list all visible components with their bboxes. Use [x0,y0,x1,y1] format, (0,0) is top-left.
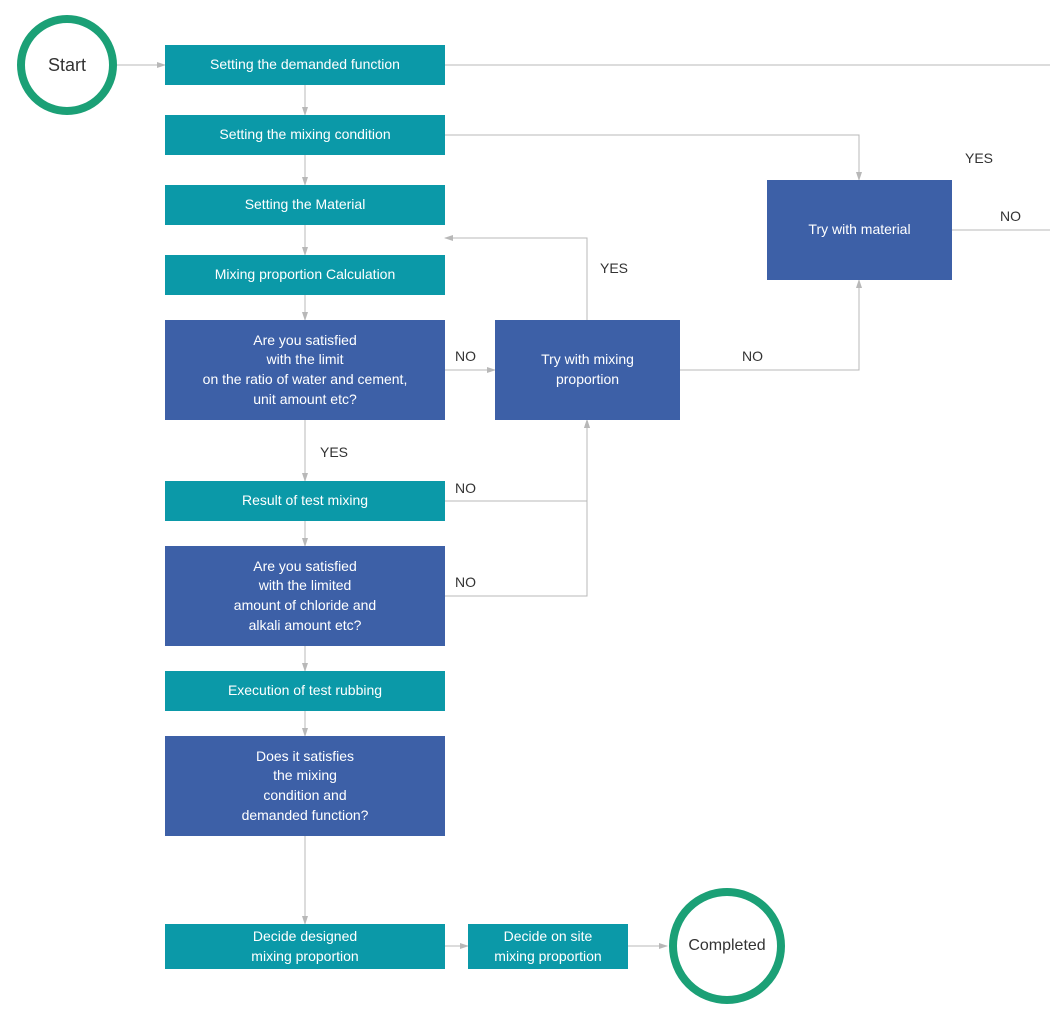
node-n5: Are you satisfied with the limit on the … [165,320,445,420]
node-n11: Decide on site mixing proportion [468,924,628,969]
edge-16 [680,280,859,370]
edge-label-20: NO [1000,208,1021,224]
node-n7: Are you satisfied with the limited amoun… [165,546,445,646]
node-n3: Setting the Material [165,185,445,225]
edge-label-19: YES [965,150,993,166]
node-n3-label: Setting the Material [245,195,366,215]
edge-15 [445,238,587,320]
node-n4: Mixing proportion Calculation [165,255,445,295]
node-n9-label: Does it satisfies the mixing condition a… [242,747,369,825]
start-terminal: Start [17,15,117,115]
node-n2: Setting the mixing condition [165,115,445,155]
node-n7-label: Are you satisfied with the limited amoun… [234,557,376,635]
edge-label-15: YES [600,260,628,276]
node-nMix-label: Try with mixing proportion [541,350,634,389]
completed-label: Completed [688,937,765,955]
node-n11-label: Decide on site mixing proportion [494,927,601,966]
node-n8-label: Execution of test rubbing [228,681,382,701]
node-n4-label: Mixing proportion Calculation [215,265,396,285]
completed-terminal: Completed [669,888,785,1004]
node-nMat-label: Try with material [808,220,910,240]
edge-label-16: NO [742,348,763,364]
node-n6: Result of test mixing [165,481,445,521]
node-n10-label: Decide designed mixing proportion [251,927,358,966]
node-n9: Does it satisfies the mixing condition a… [165,736,445,836]
node-n1: Setting the demanded function [165,45,445,85]
edge-14 [445,420,587,596]
node-n8: Execution of test rubbing [165,671,445,711]
flowchart-connectors [0,0,1052,1022]
node-n10: Decide designed mixing proportion [165,924,445,969]
node-n6-label: Result of test mixing [242,491,368,511]
node-nMix: Try with mixing proportion [495,320,680,420]
edge-18 [445,135,859,180]
edge-label-13: NO [455,480,476,496]
edge-label-12: NO [455,348,476,364]
node-n2-label: Setting the mixing condition [219,125,390,145]
start-label: Start [48,55,86,76]
node-n1-label: Setting the demanded function [210,55,400,75]
node-nMat: Try with material [767,180,952,280]
node-n5-label: Are you satisfied with the limit on the … [203,331,408,409]
edge-label-14: NO [455,574,476,590]
edge-label-5: YES [320,444,348,460]
